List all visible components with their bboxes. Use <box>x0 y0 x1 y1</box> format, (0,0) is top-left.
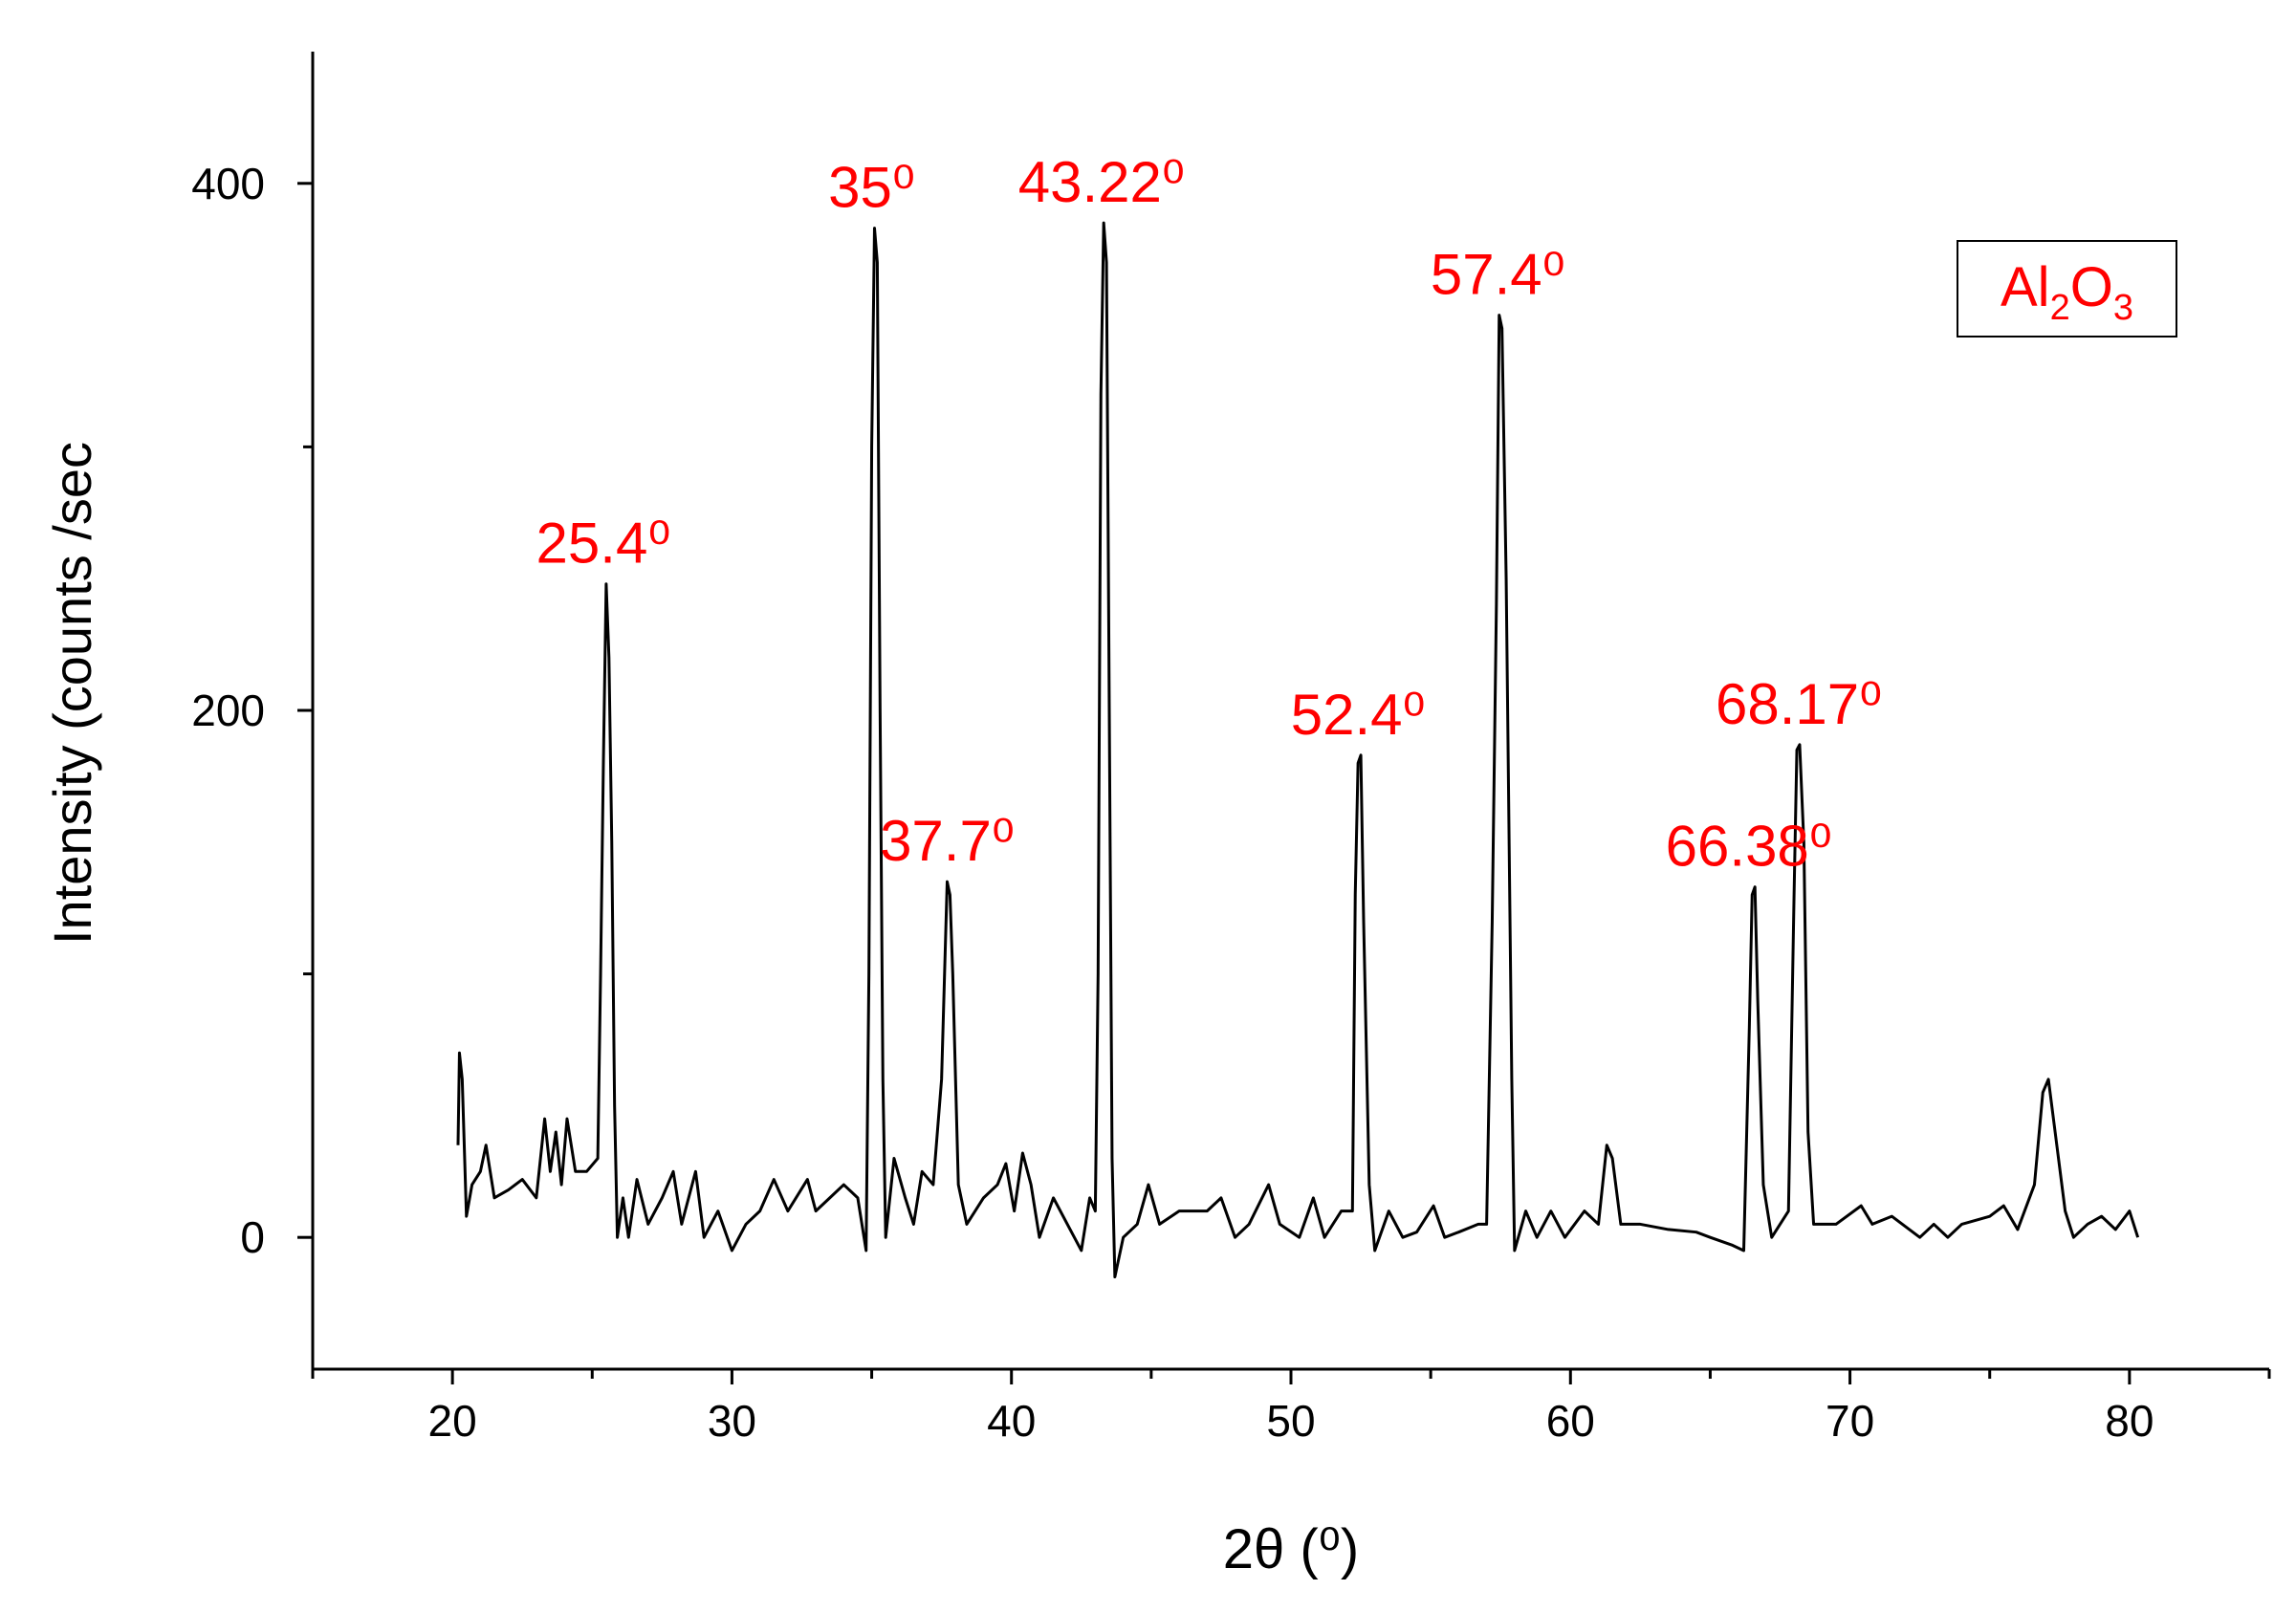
y-tick-label: 400 <box>191 159 265 208</box>
x-axis-label: 2θ (⁰) <box>1223 1518 1360 1580</box>
peak-annotation: 25.4⁰ <box>536 512 671 576</box>
x-tick-label: 50 <box>1266 1396 1315 1446</box>
peak-annotation: 37.7⁰ <box>880 809 1015 873</box>
x-tick-label: 40 <box>987 1396 1036 1446</box>
x-tick-label: 80 <box>2105 1396 2154 1446</box>
legend-box <box>1957 240 2177 338</box>
legend-label-part: 3 <box>2113 288 2133 328</box>
y-tick-label: 0 <box>240 1212 265 1262</box>
peak-annotation: 35⁰ <box>828 156 915 220</box>
x-tick-label: 70 <box>1826 1396 1874 1446</box>
peak-annotation: 66.38⁰ <box>1666 815 1832 879</box>
peak-annotation: 52.4⁰ <box>1291 683 1426 747</box>
x-tick-label: 60 <box>1546 1396 1595 1446</box>
legend-label-part: Al <box>2001 256 2050 318</box>
legend-label: Al2O3 <box>2001 256 2133 328</box>
data-line <box>456 221 2140 1279</box>
y-tick-label: 200 <box>191 686 265 735</box>
x-tick-label: 20 <box>428 1396 477 1446</box>
peak-annotation: 57.4⁰ <box>1431 243 1565 307</box>
y-axis-label: Intensity (counts /sec <box>42 442 102 945</box>
x-tick-label: 30 <box>708 1396 756 1446</box>
peak-annotation: 68.17⁰ <box>1716 672 1882 736</box>
legend-label-part: O <box>2070 256 2113 318</box>
peak-annotation: 43.22⁰ <box>1018 150 1185 214</box>
legend-label-part: 2 <box>2050 288 2070 328</box>
